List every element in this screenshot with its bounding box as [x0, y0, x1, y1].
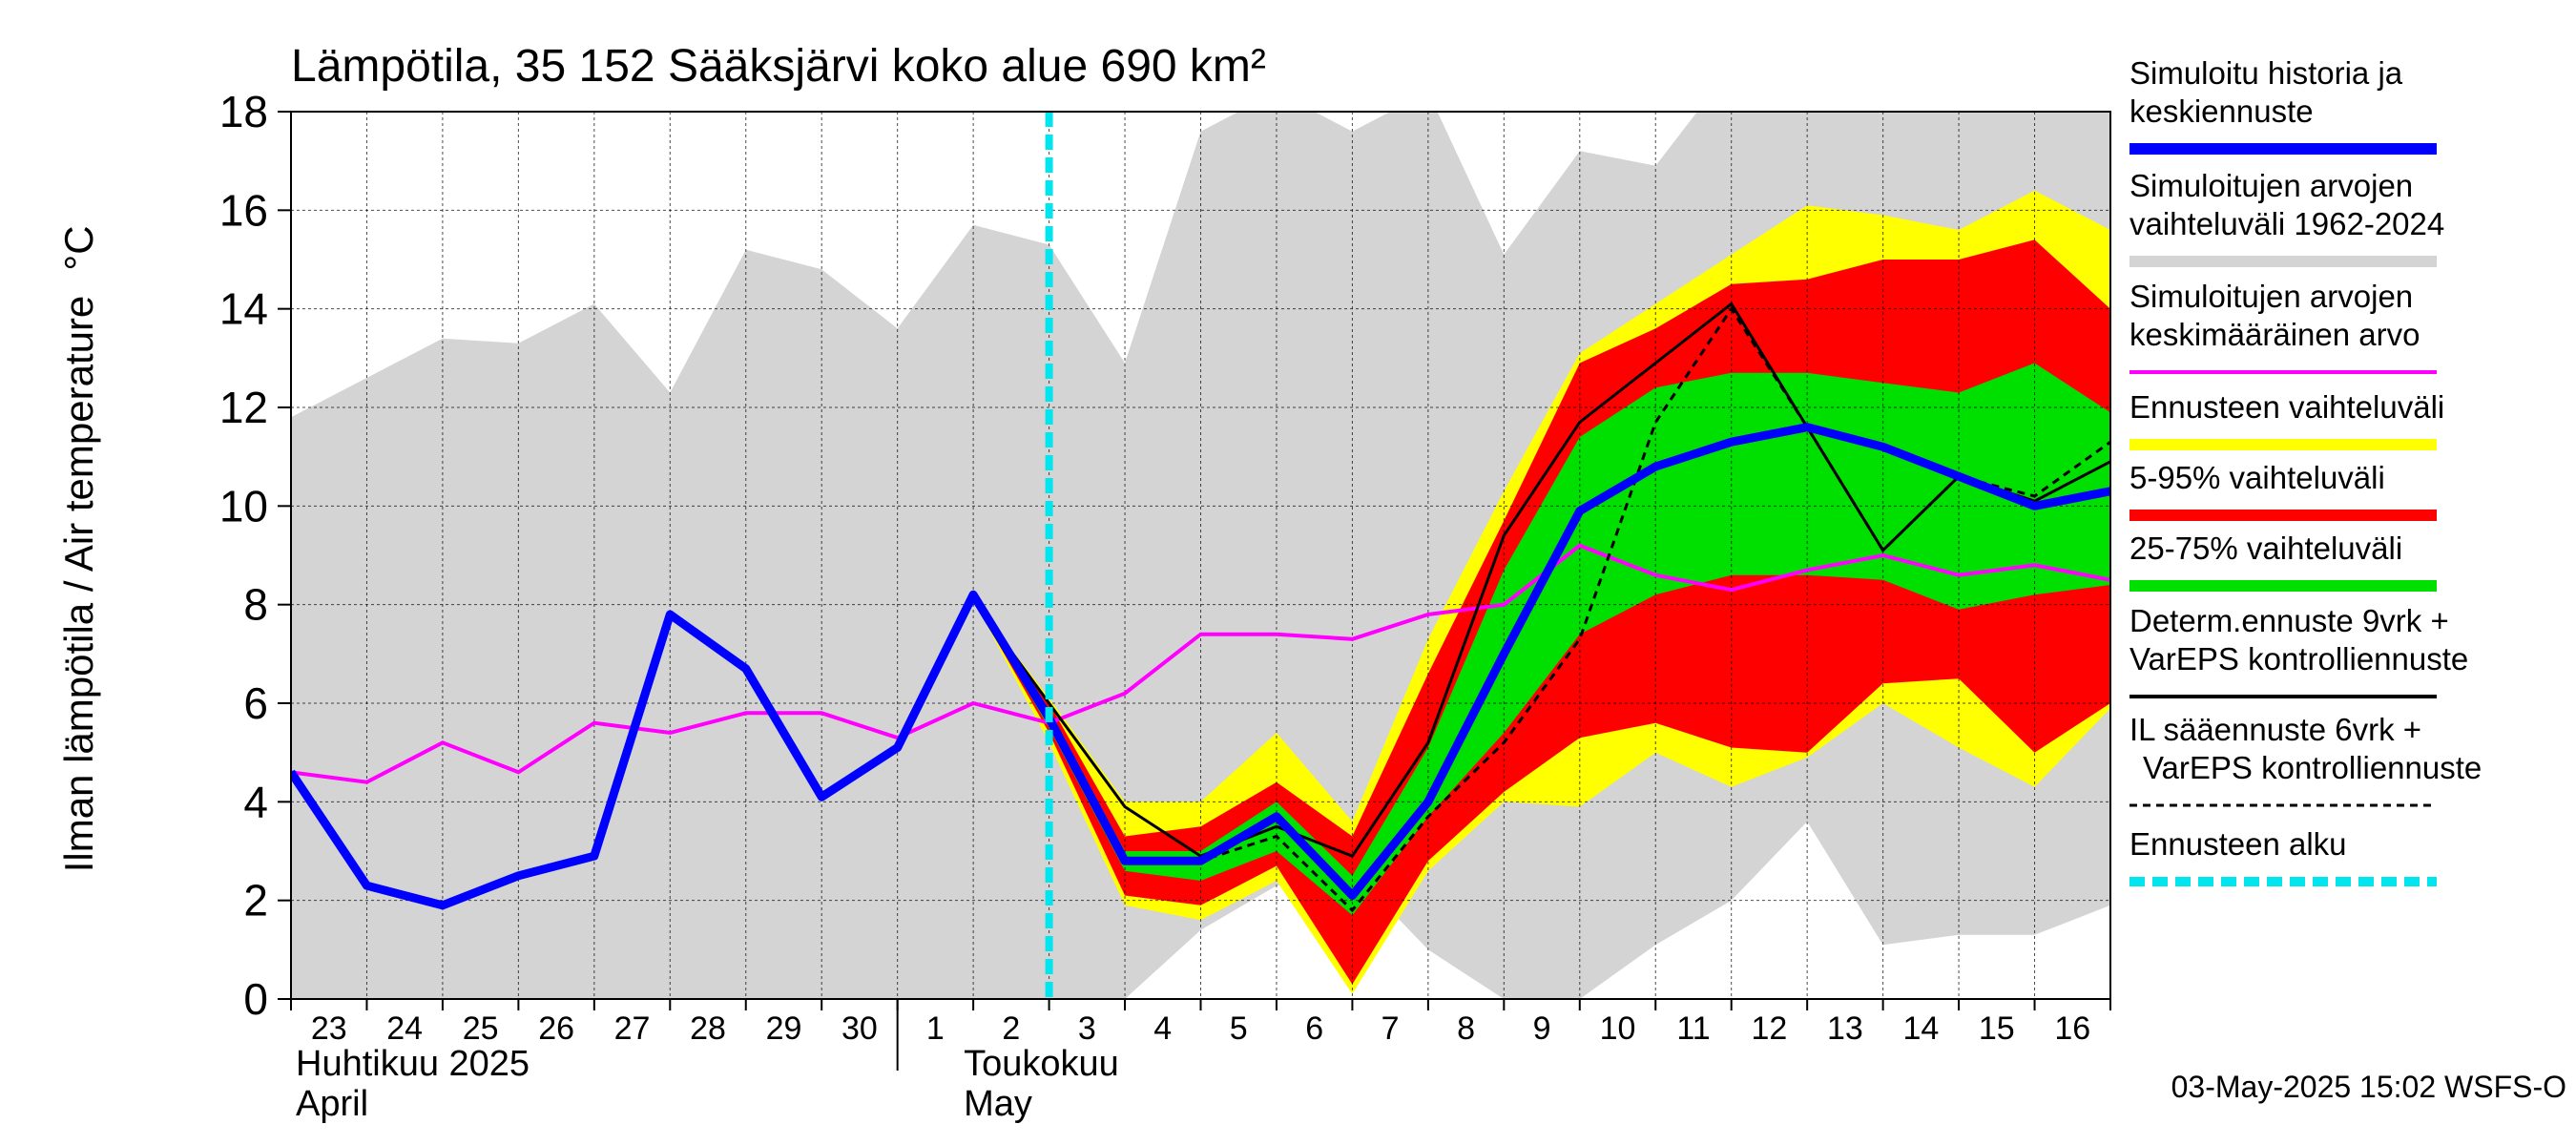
y-tick-label: 4: [243, 777, 268, 826]
x-tick-label: 16: [2054, 1010, 2090, 1047]
mean-line: [291, 543, 2110, 784]
y-axis-label: Ilman lämpötila / Air temperature: [56, 296, 101, 873]
x-tick-label: 28: [690, 1010, 726, 1047]
y-tick-label: 0: [243, 974, 268, 1024]
x-tick-label: 5: [1230, 1010, 1248, 1047]
x-tick-label: 14: [1902, 1010, 1939, 1047]
month-label-en: April: [296, 1084, 368, 1124]
x-tick-label: 27: [614, 1010, 651, 1047]
y-tick-label: 2: [243, 876, 268, 926]
y-tick-label: 6: [243, 678, 268, 728]
legend-label: Ennusteen alku: [2129, 826, 2347, 862]
chart-title: Lämpötila, 35 152 Sääksjärvi koko alue 6…: [291, 41, 1266, 92]
legend-label: Determ.ennuste 9vrk + VarEPS kontrollienn…: [2129, 603, 2468, 677]
x-tick-label: 29: [766, 1010, 802, 1047]
x-tick-label: 8: [1457, 1010, 1475, 1047]
x-tick-label: 30: [841, 1010, 878, 1047]
legend-label: Simuloitujen arvojen keskimääräinen arvo: [2129, 279, 2420, 352]
x-tick-label: 26: [538, 1010, 574, 1047]
y-tick-label: 18: [219, 87, 268, 136]
x-tick-label: 9: [1533, 1010, 1551, 1047]
x-tick-label: 23: [311, 1010, 347, 1047]
band-p25_75: [973, 363, 2110, 916]
x-tick-label: 11: [1676, 1010, 1710, 1047]
month-label-fi: Huhtikuu 2025: [296, 1044, 530, 1084]
x-tick-label: 4: [1153, 1010, 1172, 1047]
x-tick-label: 15: [1979, 1010, 2015, 1047]
legend-label: IL sääennuste 6vrk + VarEPS kontrolliennu…: [2129, 712, 2482, 785]
y-axis-unit: °C: [56, 225, 101, 270]
x-tick-label: 25: [463, 1010, 499, 1047]
month-label-en: May: [964, 1084, 1032, 1124]
y-tick-label: 16: [219, 185, 268, 235]
y-tick-label: 8: [243, 580, 268, 630]
y-tick-label: 10: [219, 481, 268, 531]
y-tick-label: 12: [219, 383, 268, 432]
x-tick-label: 13: [1827, 1010, 1863, 1047]
legend-label: Simuloitu historia ja keskiennuste: [2129, 55, 2403, 129]
legend-label: 25-75% vaihteluväli: [2129, 531, 2402, 566]
legend-label: Ennusteen vaihteluväli: [2129, 389, 2444, 425]
legend-label: Simuloitujen arvojen vaihteluväli 1962-20…: [2129, 168, 2444, 241]
simulated-line: [291, 423, 2110, 910]
timestamp: 03-May-2025 15:02 WSFS-O: [2171, 1070, 2566, 1104]
determ-forecast-line: [971, 302, 2110, 859]
legend-label: 5-95% vaihteluväli: [2129, 460, 2385, 495]
x-tick-label: 7: [1381, 1010, 1400, 1047]
x-tick-label: 1: [926, 1010, 945, 1047]
x-tick-label: 3: [1078, 1010, 1096, 1047]
x-tick-label: 2: [1002, 1010, 1020, 1047]
x-tick-label: 10: [1600, 1010, 1636, 1047]
x-tick-label: 24: [386, 1010, 423, 1047]
y-tick-label: 14: [219, 284, 268, 334]
month-label-fi: Toukokuu: [964, 1044, 1119, 1084]
x-tick-label: 6: [1305, 1010, 1323, 1047]
x-tick-label: 12: [1752, 1010, 1788, 1047]
